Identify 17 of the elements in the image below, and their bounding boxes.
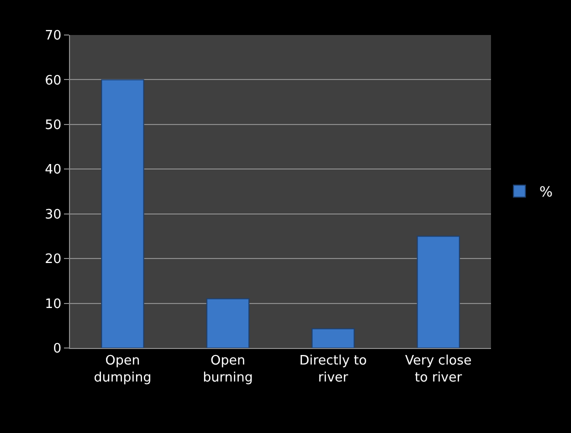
x-tick-label: Open dumping: [94, 354, 152, 386]
y-tick-label: 40: [44, 162, 62, 178]
y-tick-label: 60: [44, 73, 62, 88]
y-tick-label: 10: [44, 296, 62, 312]
y-tick-label: 50: [44, 118, 62, 133]
y-tick-label: 20: [44, 252, 62, 268]
x-tick-label: Very close to river: [405, 354, 472, 386]
bar: [312, 328, 355, 348]
legend-label: %: [539, 184, 553, 201]
y-tick-label: 70: [44, 28, 62, 44]
y-tick-label: 0: [53, 342, 62, 357]
bar: [101, 79, 144, 348]
x-tick-label: Directly to river: [299, 354, 367, 386]
bar: [206, 298, 250, 348]
bar: [416, 236, 460, 348]
x-tick-label: Open burning: [202, 354, 253, 386]
y-tick-label: 30: [44, 207, 62, 222]
